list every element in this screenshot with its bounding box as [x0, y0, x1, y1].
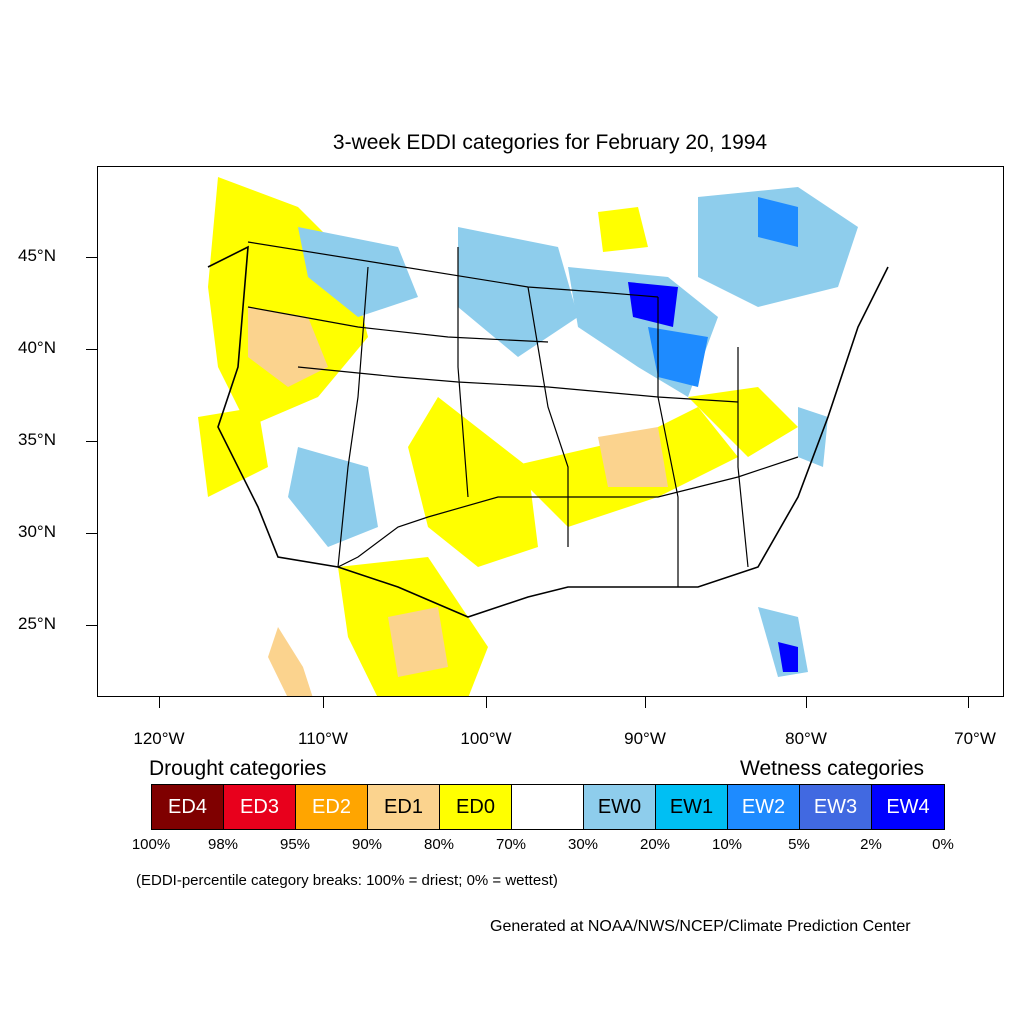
legend-box-ew3: EW3 — [800, 785, 872, 829]
lon-tick — [159, 697, 160, 708]
lon-tick — [645, 697, 646, 708]
wetness-areas — [288, 187, 858, 677]
lat-label-35: 35°N — [18, 430, 56, 449]
legend-box-ew2: EW2 — [728, 785, 800, 829]
percent-break-label: 80% — [423, 836, 455, 853]
wetness-heading: Wetness categories — [740, 757, 925, 780]
lat-tick — [86, 257, 97, 258]
category-legend: ED4 ED3 ED2 ED1 ED0 EW0 EW1 EW2 EW3 EW4 — [151, 784, 945, 830]
lat-label-30: 30°N — [18, 522, 56, 541]
legend-box-ed3: ED3 — [224, 785, 296, 829]
lon-label-100: 100°W — [460, 729, 512, 748]
percent-break-label: 90% — [351, 836, 383, 853]
lon-label-90: 90°W — [624, 729, 666, 748]
eddi-map — [198, 177, 889, 696]
legend-box-ed0: ED0 — [440, 785, 512, 829]
lat-label-40: 40°N — [18, 338, 56, 357]
percent-break-label: 100% — [131, 836, 171, 853]
map-panel — [97, 166, 1004, 697]
percent-break-label: 20% — [639, 836, 671, 853]
map-title: 3-week EDDI categories for February 20, … — [332, 131, 768, 154]
percent-break-label: 95% — [279, 836, 311, 853]
lon-tick — [968, 697, 969, 708]
lat-tick — [86, 441, 97, 442]
legend-box-ed2: ED2 — [296, 785, 368, 829]
percent-break-label: 5% — [788, 836, 810, 853]
boundaries — [207, 241, 889, 618]
legend-box-ew0: EW0 — [584, 785, 656, 829]
lon-tick — [486, 697, 487, 708]
percent-break-label: 0% — [932, 836, 954, 853]
lon-tick — [806, 697, 807, 708]
percent-break-label: 70% — [495, 836, 527, 853]
percent-break-label: 2% — [860, 836, 882, 853]
credit-line: Generated at NOAA/NWS/NCEP/Climate Predi… — [490, 918, 911, 935]
percent-break-label: 10% — [711, 836, 743, 853]
lat-tick — [86, 533, 97, 534]
lat-label-45: 45°N — [18, 246, 56, 265]
legend-box-none — [512, 785, 584, 829]
legend-box-ew4: EW4 — [872, 785, 944, 829]
legend-box-ew1: EW1 — [656, 785, 728, 829]
lon-tick — [323, 697, 324, 708]
category-note: (EDDI-percentile category breaks: 100% =… — [136, 872, 558, 889]
lon-label-70: 70°W — [954, 729, 996, 748]
percent-break-label: 30% — [567, 836, 599, 853]
legend-box-ed1: ED1 — [368, 785, 440, 829]
lon-label-120: 120°W — [133, 729, 185, 748]
drought-heading: Drought categories — [149, 757, 327, 780]
lat-tick — [86, 349, 97, 350]
lon-label-110: 110°W — [298, 729, 348, 748]
lon-label-80: 80°W — [785, 729, 827, 748]
lat-tick — [86, 625, 97, 626]
lat-label-25: 25°N — [18, 614, 56, 633]
legend-box-ed4: ED4 — [152, 785, 224, 829]
drought-areas — [198, 177, 798, 696]
percent-break-label: 98% — [207, 836, 239, 853]
